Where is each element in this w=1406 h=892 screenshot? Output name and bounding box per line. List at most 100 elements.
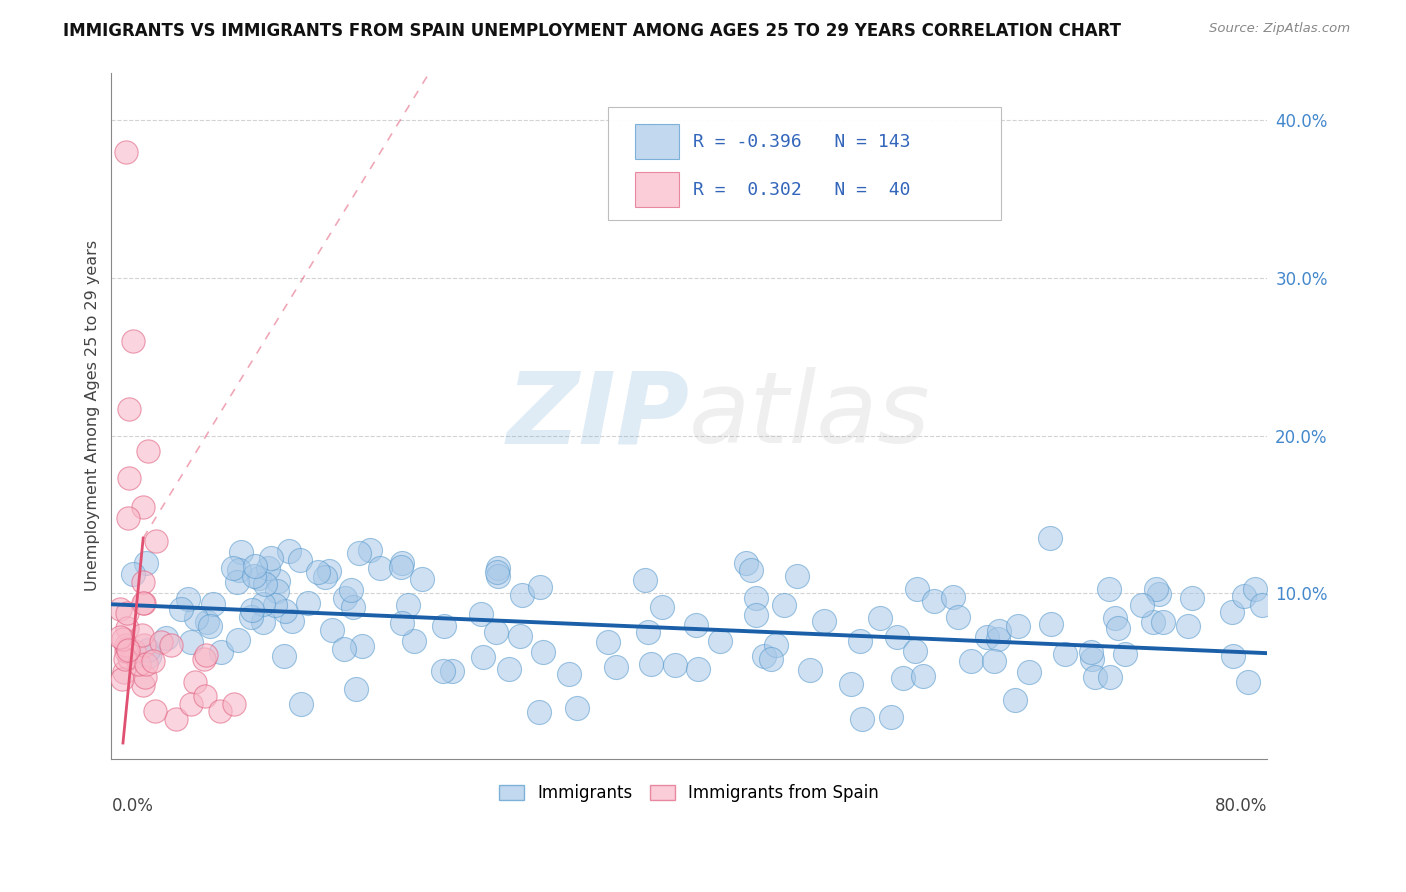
- Immigrants: [240, 603, 263, 617]
- Immigrants: [389, 559, 412, 574]
- Immigrants: [307, 566, 329, 580]
- Immigrants: [266, 583, 288, 598]
- Immigrants: [948, 609, 970, 624]
- Immigrants from Spain: [115, 639, 138, 653]
- Immigrants from Spain: [165, 712, 187, 726]
- Immigrants: [411, 573, 433, 587]
- Immigrants: [263, 599, 285, 613]
- Immigrants: [243, 569, 266, 583]
- Immigrants: [869, 611, 891, 625]
- Immigrants: [288, 552, 311, 566]
- Immigrants: [1039, 531, 1062, 545]
- Immigrants: [202, 597, 225, 611]
- Immigrants: [633, 574, 655, 588]
- Immigrants: [851, 712, 873, 726]
- Immigrants from Spain: [122, 643, 145, 657]
- Immigrants: [1152, 615, 1174, 629]
- Immigrants: [1142, 615, 1164, 629]
- Immigrants: [986, 632, 1008, 646]
- Immigrants: [195, 615, 218, 630]
- Immigrants: [976, 630, 998, 644]
- Immigrants: [664, 658, 686, 673]
- Immigrants from Spain: [150, 635, 173, 649]
- Immigrants: [880, 709, 903, 723]
- Immigrants from Spain: [128, 657, 150, 672]
- Immigrants: [391, 557, 413, 571]
- Immigrants: [198, 619, 221, 633]
- Immigrants: [226, 633, 249, 648]
- Immigrants: [1107, 621, 1129, 635]
- Immigrants: [402, 634, 425, 648]
- Immigrants: [281, 614, 304, 628]
- Immigrants: [180, 635, 202, 649]
- Immigrants: [799, 663, 821, 677]
- Immigrants: [1018, 665, 1040, 679]
- Immigrants: [988, 624, 1011, 639]
- Immigrants: [254, 576, 277, 591]
- Immigrants from Spain: [118, 651, 141, 665]
- Immigrants: [486, 569, 509, 583]
- Immigrants from Spain: [132, 574, 155, 589]
- Immigrants: [605, 660, 627, 674]
- Immigrants from Spain: [132, 596, 155, 610]
- Immigrants: [1144, 582, 1167, 597]
- Immigrants from Spain: [184, 674, 207, 689]
- Immigrants: [260, 551, 283, 566]
- Immigrants: [228, 563, 250, 577]
- Immigrants from Spain: [108, 630, 131, 644]
- Immigrants from Spain: [142, 654, 165, 668]
- Immigrants: [905, 582, 928, 596]
- Immigrants: [529, 580, 551, 594]
- Text: Source: ZipAtlas.com: Source: ZipAtlas.com: [1209, 22, 1350, 36]
- Immigrants: [342, 599, 364, 614]
- Text: ZIP: ZIP: [506, 368, 689, 465]
- Immigrants: [184, 611, 207, 625]
- Immigrants from Spain: [159, 638, 181, 652]
- Immigrants from Spain: [194, 689, 217, 703]
- Text: IMMIGRANTS VS IMMIGRANTS FROM SPAIN UNEMPLOYMENT AMONG AGES 25 TO 29 YEARS CORRE: IMMIGRANTS VS IMMIGRANTS FROM SPAIN UNEM…: [63, 22, 1121, 40]
- Immigrants: [740, 563, 762, 577]
- Immigrants: [368, 561, 391, 575]
- Immigrants: [278, 544, 301, 558]
- Immigrants: [709, 634, 731, 648]
- Text: 0.0%: 0.0%: [111, 797, 153, 814]
- Immigrants: [267, 574, 290, 588]
- Immigrants: [440, 664, 463, 678]
- Immigrants: [339, 583, 361, 598]
- Immigrants: [1181, 591, 1204, 605]
- Immigrants: [745, 591, 768, 605]
- Immigrants from Spain: [194, 648, 217, 662]
- Immigrants: [1251, 598, 1274, 612]
- Immigrants: [1080, 652, 1102, 666]
- Immigrants: [1220, 605, 1243, 619]
- Immigrants from Spain: [208, 705, 231, 719]
- Immigrants: [396, 598, 419, 612]
- Immigrants: [924, 594, 946, 608]
- Immigrants from Spain: [135, 657, 157, 672]
- Immigrants: [352, 639, 374, 653]
- Text: R = -0.396   N = 143: R = -0.396 N = 143: [693, 133, 910, 151]
- Legend: Immigrants, Immigrants from Spain: Immigrants, Immigrants from Spain: [494, 778, 886, 809]
- Bar: [636, 172, 679, 208]
- Immigrants: [321, 624, 343, 638]
- Immigrants from Spain: [108, 602, 131, 616]
- Text: atlas: atlas: [689, 368, 931, 465]
- Immigrants: [273, 648, 295, 663]
- Immigrants from Spain: [115, 644, 138, 658]
- Immigrants: [486, 561, 509, 575]
- Immigrants: [651, 599, 673, 614]
- Immigrants: [245, 558, 267, 573]
- Immigrants: [1054, 647, 1077, 661]
- Immigrants: [1084, 670, 1107, 684]
- Immigrants: [1080, 645, 1102, 659]
- Immigrants: [983, 654, 1005, 668]
- Immigrants from Spain: [115, 145, 138, 159]
- Immigrants: [432, 619, 454, 633]
- Immigrants from Spain: [193, 652, 215, 666]
- Immigrants: [222, 561, 245, 575]
- Immigrants: [136, 643, 159, 657]
- Immigrants from Spain: [118, 471, 141, 485]
- Immigrants: [359, 542, 381, 557]
- Immigrants: [314, 570, 336, 584]
- Immigrants: [1114, 647, 1136, 661]
